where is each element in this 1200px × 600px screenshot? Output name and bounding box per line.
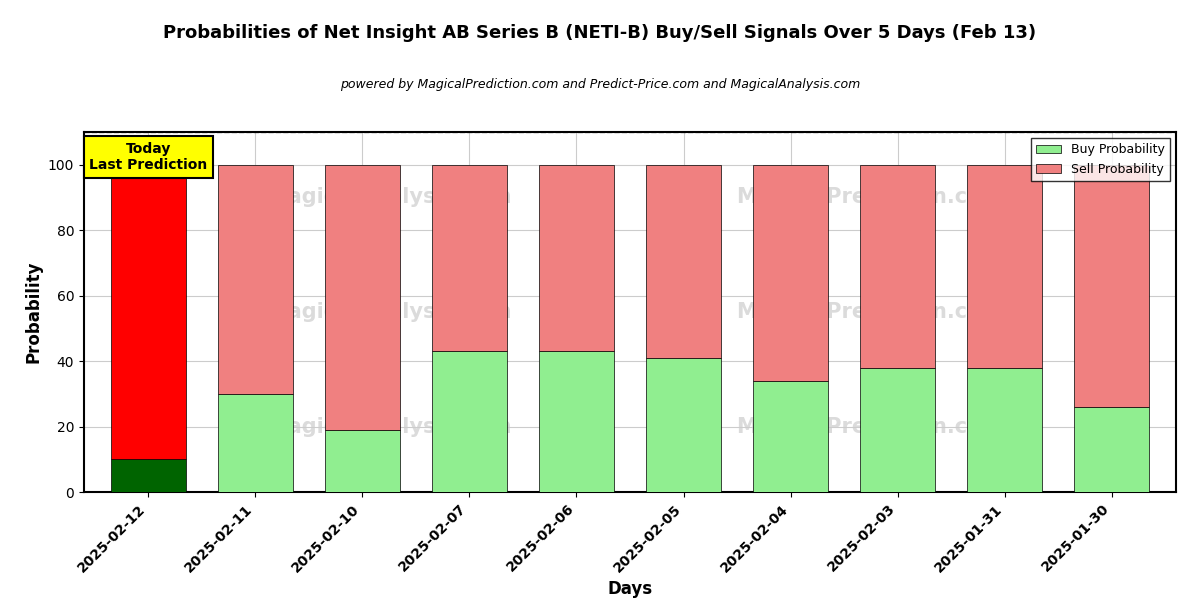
Text: MagicalPrediction.com: MagicalPrediction.com: [737, 187, 1004, 207]
X-axis label: Days: Days: [607, 580, 653, 598]
Text: MagicalPrediction.com: MagicalPrediction.com: [737, 417, 1004, 437]
Bar: [218, 165, 293, 394]
Bar: [967, 368, 1042, 492]
Bar: [1074, 165, 1150, 407]
Bar: [325, 165, 400, 430]
Text: MagicalPrediction.com: MagicalPrediction.com: [737, 302, 1004, 322]
Bar: [325, 430, 400, 492]
Bar: [967, 165, 1042, 368]
Bar: [860, 368, 935, 492]
Bar: [432, 165, 506, 351]
Bar: [539, 351, 614, 492]
Y-axis label: Probability: Probability: [24, 261, 42, 363]
Bar: [754, 381, 828, 492]
Bar: [432, 351, 506, 492]
Text: MagicalAnalysis.com: MagicalAnalysis.com: [268, 417, 512, 437]
Bar: [110, 165, 186, 459]
Bar: [646, 358, 721, 492]
Text: MagicalAnalysis.com: MagicalAnalysis.com: [268, 187, 512, 207]
Bar: [646, 165, 721, 358]
Bar: [539, 165, 614, 351]
Text: Today
Last Prediction: Today Last Prediction: [89, 142, 208, 172]
Text: powered by MagicalPrediction.com and Predict-Price.com and MagicalAnalysis.com: powered by MagicalPrediction.com and Pre…: [340, 78, 860, 91]
Bar: [860, 165, 935, 368]
Legend: Buy Probability, Sell Probability: Buy Probability, Sell Probability: [1031, 138, 1170, 181]
Text: Probabilities of Net Insight AB Series B (NETI-B) Buy/Sell Signals Over 5 Days (: Probabilities of Net Insight AB Series B…: [163, 24, 1037, 42]
Bar: [110, 459, 186, 492]
Bar: [1074, 407, 1150, 492]
Bar: [754, 165, 828, 381]
Text: MagicalAnalysis.com: MagicalAnalysis.com: [268, 302, 512, 322]
Bar: [218, 394, 293, 492]
